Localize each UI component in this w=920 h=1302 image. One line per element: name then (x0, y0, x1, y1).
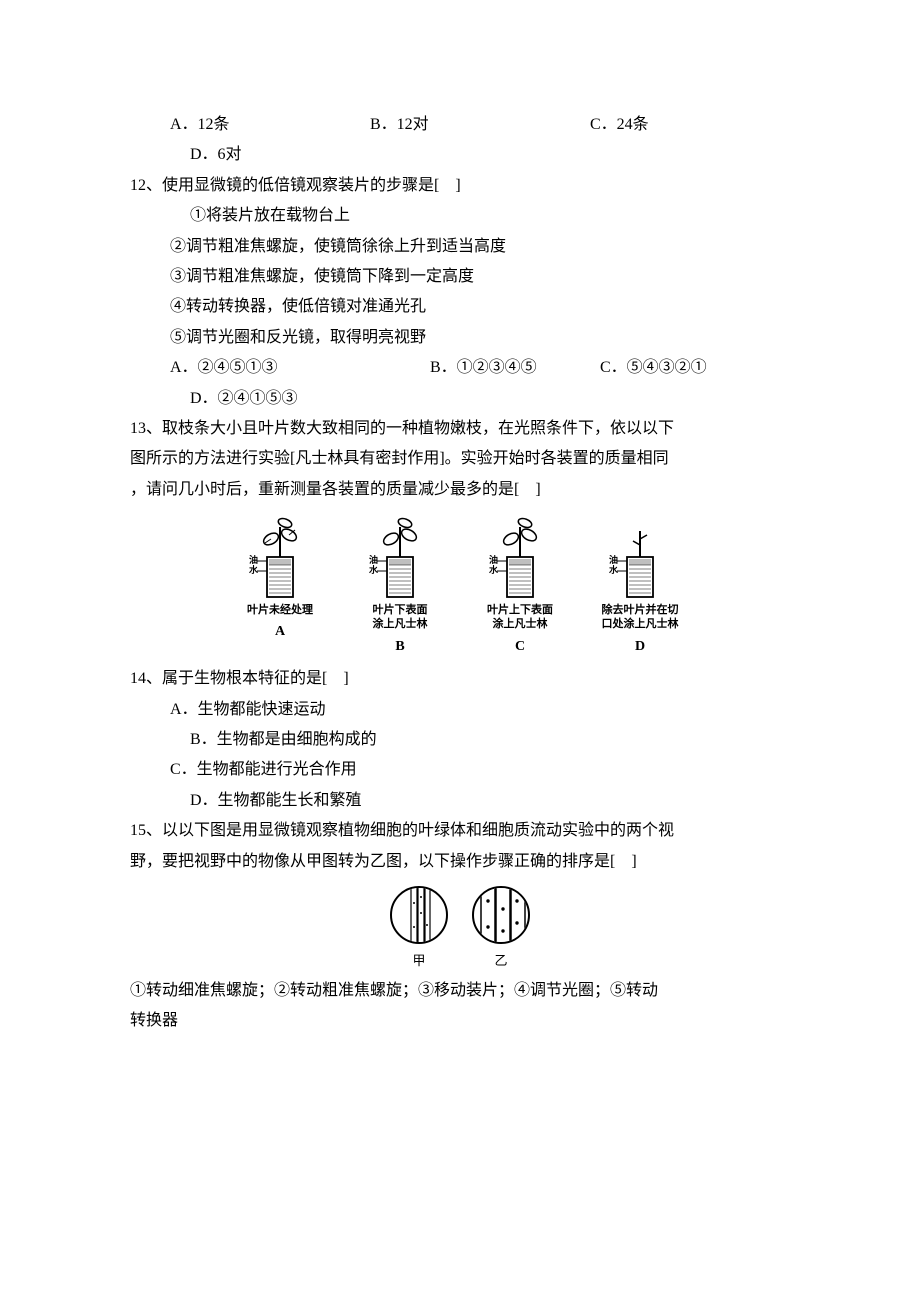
q13-caption-d2: 口处涂上凡士林 (602, 617, 679, 631)
q15-figures: 甲 乙 (130, 883, 790, 974)
q13-fig-c: 油 水 叶片上下表面 涂上凡士林 C (475, 513, 565, 660)
q12-opt-a: A．②④⑤①③ (170, 353, 430, 383)
q12-opt-d: D．②④①⑤③ (190, 390, 298, 407)
q15-fig-yi: 乙 (469, 883, 533, 974)
svg-text:水: 水 (489, 564, 499, 575)
q12-step5: ⑤调节光圈和反光镜，取得明亮视野 (130, 323, 790, 353)
plant-a-icon: 油 水 (235, 513, 325, 603)
q13-figures: 油 水 叶片未经处理 A 油 水 叶片下表面 涂上凡士林 B (130, 513, 790, 660)
q14-stem: 14、属于生物根本特征的是[ ] (130, 664, 790, 694)
svg-text:油: 油 (609, 554, 618, 565)
oil-label: 油 (249, 554, 258, 565)
svg-text:油: 油 (369, 554, 378, 565)
plant-c-icon: 油 水 (475, 513, 565, 603)
plant-b-icon: 油 水 (355, 513, 445, 603)
q12-options-row2: D．②④①⑤③ (130, 384, 790, 414)
q12-step4: ④转动转换器，使低倍镜对准通光孔 (130, 292, 790, 322)
svg-text:油: 油 (489, 554, 498, 565)
q13-letter-b: B (395, 634, 404, 661)
q14-opt-c: C．生物都能进行光合作用 (130, 755, 790, 785)
q15-label-yi: 乙 (494, 949, 507, 974)
q13-letter-a: A (275, 619, 285, 646)
plant-d-icon: 油 水 (595, 513, 685, 603)
q15-line1: 15、以以下图是用显微镜观察植物细胞的叶绿体和细胞质流动实验中的两个视 (130, 816, 790, 846)
q14-opt-b: B．生物都是由细胞构成的 (130, 725, 790, 755)
q11-opt-d: D．6对 (190, 146, 242, 163)
microscope-view-jia-icon (387, 883, 451, 947)
q13-caption-c1: 叶片上下表面 (487, 603, 553, 617)
q13-caption-b2: 涂上凡士林 (373, 617, 428, 631)
q13-caption-a: 叶片未经处理 (247, 603, 313, 617)
q12-step3: ③调节粗准焦螺旋，使镜筒下降到一定高度 (130, 262, 790, 292)
q14-opt-d: D．生物都能生长和繁殖 (130, 786, 790, 816)
q12-opt-b: B．①②③④⑤ (430, 353, 600, 383)
q15-line2: 野，要把视野中的物像从甲图转为乙图，以下操作步骤正确的排序是[ ] (130, 847, 790, 877)
q12-options-row1: A．②④⑤①③ B．①②③④⑤ C．⑤④③②① (130, 353, 790, 383)
q13-line3: ，请问几小时后，重新测量各装置的质量减少最多的是[ ] (130, 475, 790, 505)
q15-line3: ①转动细准焦螺旋；②转动粗准焦螺旋；③移动装片；④调节光圈；⑤转动 (130, 976, 790, 1006)
q13-fig-d: 油 水 除去叶片并在切 口处涂上凡士林 D (595, 513, 685, 660)
q13-letter-d: D (635, 634, 645, 661)
q13-caption-c2: 涂上凡士林 (493, 617, 548, 631)
water-label: 水 (249, 564, 259, 575)
q15-fig-jia: 甲 (387, 883, 451, 974)
svg-text:水: 水 (369, 564, 379, 575)
q12-stem: 12、使用显微镜的低倍镜观察装片的步骤是[ ] (130, 171, 790, 201)
q12-opt-c: C．⑤④③②① (600, 353, 707, 383)
q13-caption-b1: 叶片下表面 (373, 603, 428, 617)
q11-opt-a: A．12条 (170, 110, 370, 140)
q13-fig-a: 油 水 叶片未经处理 A (235, 513, 325, 660)
q11-options-row2: D．6对 (130, 140, 790, 170)
q13-line2: 图所示的方法进行实验[凡士林具有密封作用]。实验开始时各装置的质量相同 (130, 444, 790, 474)
q15-label-jia: 甲 (412, 949, 425, 974)
q15-line4: 转换器 (130, 1006, 790, 1036)
svg-text:水: 水 (609, 564, 619, 575)
q13-fig-b: 油 水 叶片下表面 涂上凡士林 B (355, 513, 445, 660)
q12-step2: ②调节粗准焦螺旋，使镜筒徐徐上升到适当高度 (130, 232, 790, 262)
q13-line1: 13、取枝条大小且叶片数大致相同的一种植物嫩枝，在光照条件下，依以以下 (130, 414, 790, 444)
q13-letter-c: C (515, 634, 525, 661)
q12-step1: ①将装片放在载物台上 (130, 201, 790, 231)
q13-caption-d1: 除去叶片并在切 (602, 603, 679, 617)
q11-options-row1: A．12条 B．12对 C．24条 (130, 110, 790, 140)
q11-opt-c: C．24条 (590, 110, 790, 140)
q11-opt-b: B．12对 (370, 110, 590, 140)
microscope-view-yi-icon (469, 883, 533, 947)
q14-opt-a: A．生物都能快速运动 (130, 695, 790, 725)
